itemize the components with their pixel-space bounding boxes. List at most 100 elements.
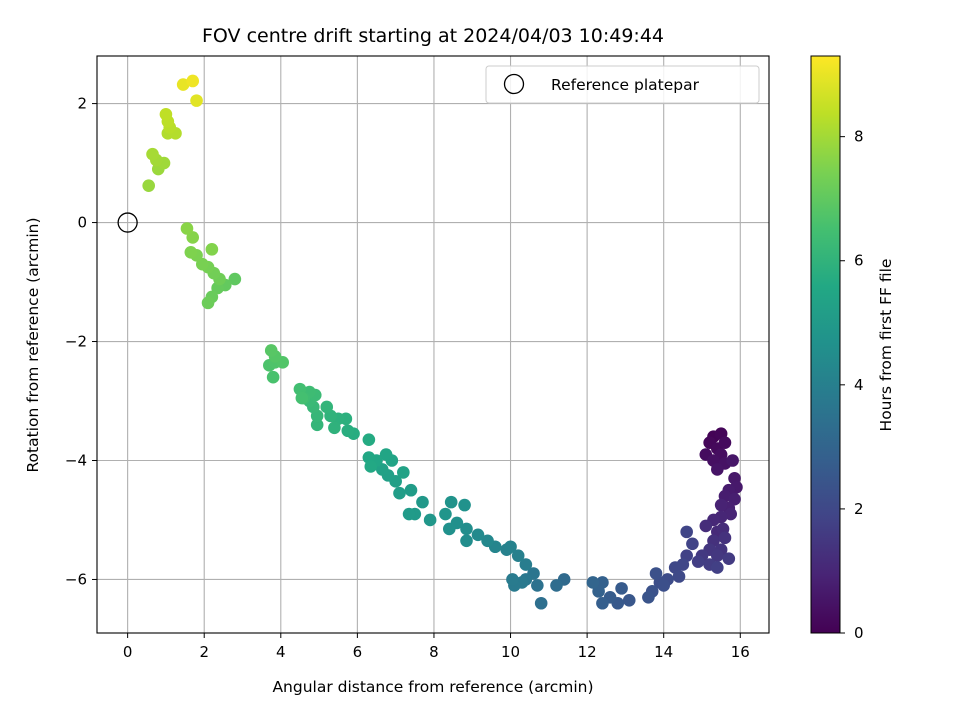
- data-point: [728, 492, 741, 506]
- data-point: [404, 483, 418, 497]
- data-point: [228, 272, 242, 286]
- data-point: [146, 147, 159, 161]
- data-point: [691, 555, 705, 568]
- data-point: [205, 243, 219, 256]
- legend-marker: [503, 73, 525, 95]
- data-point: [460, 534, 473, 548]
- data-point: [310, 418, 324, 432]
- data-point: [416, 495, 429, 509]
- y-tick-label: −6: [65, 570, 87, 588]
- data-point: [680, 525, 693, 539]
- x-axis-label: Angular distance from reference (arcmin): [272, 678, 593, 696]
- x-axis-ticks: 0 2 4 6 8 10 12 14 16: [123, 633, 750, 661]
- colorbar-tick-label: 6: [854, 252, 864, 270]
- data-point: [402, 507, 416, 521]
- legend-box: [485, 65, 760, 104]
- colorbar-tick-label: 2: [854, 500, 864, 518]
- data-point: [504, 540, 517, 554]
- colorbar-ticks: 0 2 4 6 8: [840, 128, 864, 642]
- y-tick-label: −4: [65, 451, 87, 469]
- data-point: [711, 463, 724, 476]
- data-point: [722, 552, 736, 565]
- colorbar-label: Hours from first FF file: [877, 259, 895, 432]
- data-point: [458, 498, 471, 512]
- data-point: [699, 519, 713, 533]
- data-point: [264, 344, 278, 357]
- data-point: [444, 495, 458, 509]
- data-point: [592, 585, 605, 598]
- data-point: [657, 579, 671, 592]
- colorbar-tick-label: 0: [854, 624, 864, 642]
- x-tick-label: 12: [578, 643, 597, 661]
- x-tick-label: 8: [429, 643, 439, 661]
- data-point: [596, 596, 609, 610]
- grid-lines: [97, 56, 769, 633]
- data-point: [531, 579, 544, 592]
- data-point: [586, 576, 600, 589]
- x-tick-label: 6: [353, 643, 363, 661]
- data-point: [364, 460, 378, 473]
- data-point: [711, 561, 724, 574]
- x-tick-label: 16: [731, 643, 750, 661]
- data-point: [642, 591, 655, 604]
- data-point: [481, 534, 494, 548]
- data-point: [672, 570, 686, 583]
- y-axis-label: Rotation from reference (arcmin): [24, 217, 42, 472]
- x-tick-label: 0: [123, 643, 133, 661]
- data-point: [460, 522, 473, 536]
- data-point: [423, 513, 437, 527]
- data-point: [711, 549, 724, 562]
- data-point: [718, 531, 732, 545]
- data-point: [615, 582, 628, 595]
- x-tick-label: 4: [276, 643, 286, 661]
- data-point: [471, 528, 485, 542]
- data-point: [622, 593, 636, 607]
- data-point: [195, 257, 209, 271]
- colorbar-gradient: [810, 55, 841, 634]
- data-point: [397, 466, 410, 479]
- data-point: [724, 507, 738, 521]
- data-point: [511, 549, 525, 562]
- y-tick-label: −2: [65, 333, 87, 351]
- x-tick-label: 14: [654, 643, 673, 661]
- data-point: [176, 78, 190, 91]
- data-point: [266, 370, 280, 384]
- data-point: [186, 74, 200, 88]
- x-tick-label: 10: [501, 643, 520, 661]
- y-tick-label: 0: [77, 214, 87, 232]
- data-point: [201, 296, 215, 310]
- legend: Reference platepar: [485, 65, 760, 104]
- data-point: [439, 507, 452, 521]
- data-point: [714, 498, 728, 512]
- data-point: [142, 179, 155, 192]
- data-point: [506, 573, 519, 586]
- chart-title: FOV centre drift starting at 2024/04/03 …: [202, 25, 664, 47]
- data-point: [362, 433, 376, 446]
- data-point: [295, 391, 309, 405]
- legend-label: Reference platepar: [551, 76, 700, 94]
- data-point: [718, 436, 732, 449]
- reference-platepar-marker: [117, 212, 138, 233]
- colorbar-tick-label: 4: [854, 376, 864, 394]
- data-point: [649, 567, 663, 580]
- data-point: [379, 448, 393, 461]
- data-point: [341, 424, 355, 438]
- data-point: [726, 454, 739, 467]
- x-tick-label: 2: [199, 643, 209, 661]
- data-point: [190, 94, 203, 107]
- data-point: [550, 579, 563, 592]
- data-point: [328, 421, 341, 435]
- data-point: [534, 596, 548, 610]
- plot-frame: [96, 55, 770, 634]
- data-point: [686, 537, 699, 551]
- data-point: [375, 463, 389, 476]
- data-point: [159, 107, 173, 121]
- data-point: [519, 558, 533, 571]
- data-point: [186, 231, 200, 244]
- y-tick-label: 2: [77, 95, 87, 113]
- data-point: [184, 245, 198, 259]
- colorbar: 0 2 4 6 8 Hours from first FF file: [810, 55, 895, 642]
- data-point: [320, 400, 334, 414]
- data-point: [393, 486, 406, 500]
